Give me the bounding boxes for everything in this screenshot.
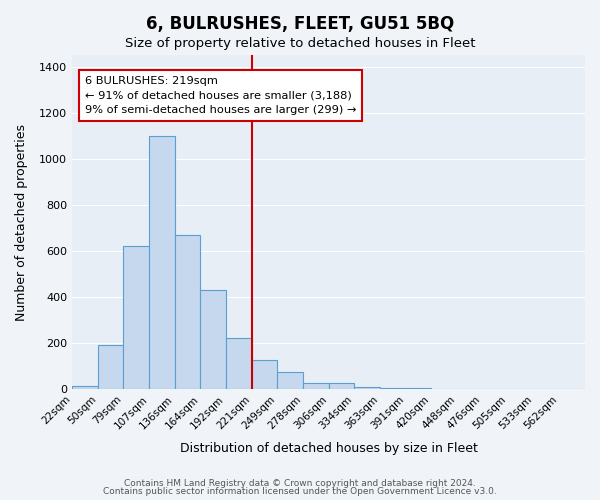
Text: Contains public sector information licensed under the Open Government Licence v3: Contains public sector information licen…: [103, 487, 497, 496]
Bar: [251, 360, 277, 389]
Bar: [354, 387, 380, 389]
Bar: [226, 338, 251, 389]
X-axis label: Distribution of detached houses by size in Fleet: Distribution of detached houses by size …: [179, 442, 478, 455]
Bar: [200, 290, 226, 389]
Bar: [329, 382, 354, 389]
Bar: [303, 382, 329, 389]
Bar: [124, 246, 149, 389]
Bar: [72, 386, 98, 389]
Bar: [98, 344, 124, 389]
Bar: [406, 388, 431, 389]
Text: Size of property relative to detached houses in Fleet: Size of property relative to detached ho…: [125, 38, 475, 51]
Text: Contains HM Land Registry data © Crown copyright and database right 2024.: Contains HM Land Registry data © Crown c…: [124, 478, 476, 488]
Text: 6 BULRUSHES: 219sqm
← 91% of detached houses are smaller (3,188)
9% of semi-deta: 6 BULRUSHES: 219sqm ← 91% of detached ho…: [85, 76, 356, 116]
Bar: [149, 136, 175, 389]
Bar: [175, 235, 200, 389]
Bar: [380, 388, 406, 389]
Text: 6, BULRUSHES, FLEET, GU51 5BQ: 6, BULRUSHES, FLEET, GU51 5BQ: [146, 15, 454, 33]
Bar: [277, 372, 303, 389]
Y-axis label: Number of detached properties: Number of detached properties: [15, 124, 28, 320]
